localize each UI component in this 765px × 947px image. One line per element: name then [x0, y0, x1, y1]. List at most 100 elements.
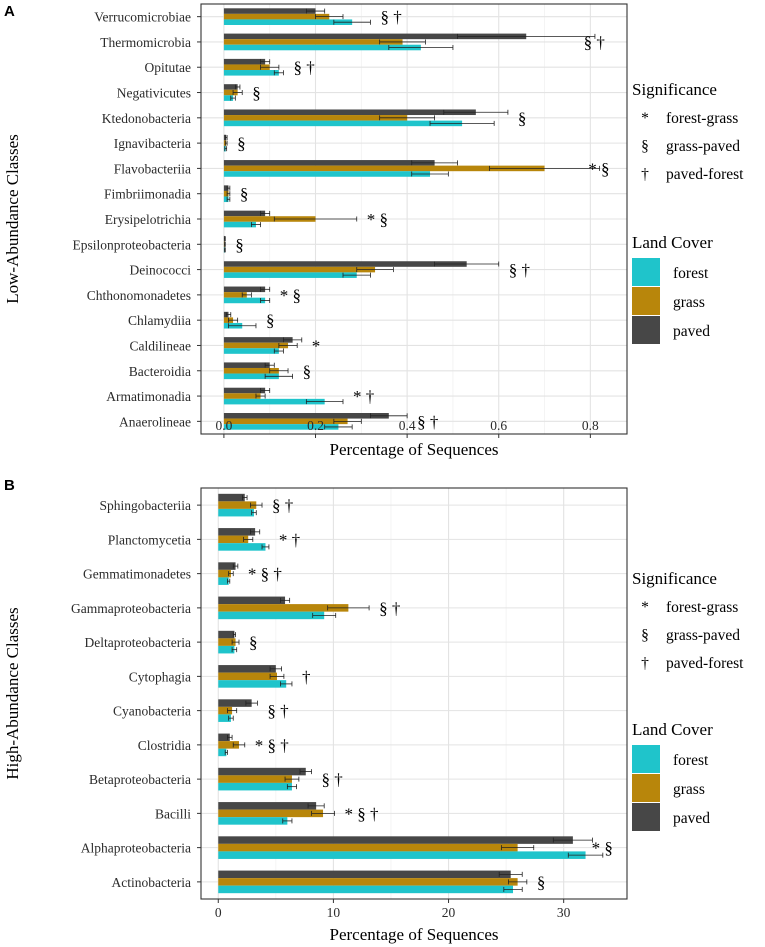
bar-grass-chthonomonadetes	[223, 292, 247, 298]
chart-panel-b: B Sphingobacteriia § † Planctomycetia * † Gem…	[3, 477, 628, 944]
significance-label: * §	[367, 210, 388, 229]
significance-label: §	[303, 362, 312, 381]
legend-swatch-paved	[632, 803, 660, 831]
errorbar-grass	[232, 742, 246, 748]
category-label: Cytophagia	[129, 669, 191, 684]
legend-swatch-grass	[632, 287, 660, 315]
errorbar-forest	[280, 681, 293, 687]
errorbar-paved	[552, 837, 593, 843]
bar-paved-sphingobacteriia	[218, 493, 245, 502]
errorbar-grass	[223, 241, 226, 247]
significance-label: §	[266, 311, 275, 330]
bar-paved-gammaproteobacteria	[218, 596, 286, 605]
category-label: Gammaproteobacteria	[71, 601, 191, 616]
errorbar-paved	[232, 563, 239, 569]
errorbar-forest	[273, 70, 284, 76]
errorbar-forest	[273, 348, 284, 354]
legend-swatch-forest	[632, 258, 660, 286]
significance-label: * § †	[255, 736, 289, 755]
bar-paved-alphaproteobacteria	[218, 836, 573, 844]
x-tick-label: 0.2	[307, 418, 324, 433]
bar-paved-deinococci	[223, 261, 467, 267]
errorbar-paved	[234, 84, 241, 90]
significance-label: §	[240, 185, 249, 204]
significance-label: paved-forest	[666, 166, 744, 183]
bar-grass-planctomycetia	[218, 535, 249, 544]
errorbar-grass	[284, 776, 300, 782]
significance-label: § †	[379, 599, 400, 618]
bar-grass-armatimonadia	[223, 393, 261, 399]
category-label: Gemmatimonadetes	[83, 567, 191, 582]
errorbar-forest	[567, 852, 604, 858]
bar-forest-bacilli	[218, 817, 288, 825]
legend-swatch-paved	[632, 316, 660, 344]
category-label: Clostridia	[138, 738, 191, 753]
errorbar-paved	[434, 261, 500, 267]
bar-paved-caldilineae	[223, 337, 293, 343]
bar-grass-actinobacteria	[218, 878, 518, 886]
bar-paved-deltaproteobacteria	[218, 630, 235, 639]
errorbar-paved	[370, 413, 408, 419]
errorbar-forest	[251, 510, 257, 516]
category-label: Actinobacteria	[112, 875, 191, 890]
significance-label: §	[518, 109, 527, 128]
bar-forest-erysipelotrichia	[223, 221, 256, 228]
errorbar-forest	[227, 578, 231, 584]
significance-symbol: *	[641, 110, 649, 127]
category-label: Sphingobacteriia	[100, 498, 191, 513]
significance-label: § †	[322, 770, 343, 789]
landcover-legend-title: Land Cover	[632, 233, 713, 252]
significance-label: §	[235, 235, 244, 254]
bar-paved-actinobacteria	[218, 870, 511, 879]
bar-paved-bacilli	[218, 802, 317, 810]
errorbar-paved	[223, 236, 226, 242]
bar-paved-cyanobacteria	[218, 699, 252, 707]
category-label: Deinococci	[130, 263, 192, 278]
significance-label: †	[302, 667, 311, 686]
bar-grass-bacilli	[218, 809, 324, 818]
bar-forest-gemmatimonadetes	[218, 577, 229, 585]
bar-paved-negativicutes	[223, 84, 238, 90]
errorbar-paved	[260, 59, 271, 65]
category-label: Chthonomonadetes	[87, 288, 191, 303]
bar-forest-armatimonadia	[223, 398, 325, 405]
significance-label: grass-paved	[666, 138, 740, 155]
bar-forest-chthonomonadetes	[223, 297, 266, 304]
errorbar-grass	[228, 571, 234, 577]
errorbar-forest	[228, 715, 234, 721]
bar-grass-negativicutes	[223, 89, 238, 96]
panel-border	[200, 3, 628, 435]
legend-label-grass: grass	[673, 294, 705, 311]
significance-label: * § †	[345, 804, 379, 823]
errorbar-paved	[260, 286, 271, 292]
category-label: Alphaproteobacteria	[81, 841, 191, 856]
bar-grass-verrucomicrobiae	[223, 13, 330, 20]
bar-paved-planctomycetia	[218, 528, 256, 536]
category-label: Ktedonobacteria	[102, 111, 191, 126]
errorbar-paved	[226, 185, 231, 191]
chart-panel-a: A Verrucomicrobiae § † Thermomicrobia § † Opi…	[3, 3, 628, 459]
bar-paved-verrucomicrobiae	[223, 8, 316, 14]
bar-paved-gemmatimonadetes	[218, 562, 236, 570]
significance-label: paved-forest	[666, 655, 744, 672]
significance-label: § †	[584, 33, 605, 52]
errorbar-grass	[273, 216, 358, 222]
bar-grass-deinococci	[223, 266, 376, 273]
bar-forest-deltaproteobacteria	[218, 645, 235, 654]
significance-label: * †	[279, 530, 300, 549]
category-label: Chlamydiia	[128, 313, 191, 328]
category-label: Planctomycetia	[108, 532, 191, 547]
bar-grass-sphingobacteriia	[218, 501, 257, 509]
errorbar-grass	[508, 879, 528, 885]
category-label: Fimbriimonadia	[104, 187, 191, 202]
errorbar-forest	[230, 95, 236, 101]
category-label: Caldilineae	[130, 338, 191, 353]
x-tick-label: 20	[442, 905, 456, 920]
bar-forest-cytophagia	[218, 680, 287, 688]
errorbar-grass	[501, 845, 535, 851]
bar-grass-flavobacteriia	[223, 165, 545, 172]
errorbar-forest	[388, 45, 454, 51]
errorbar-forest	[250, 222, 261, 228]
errorbar-paved	[457, 33, 596, 39]
significance-label: * §	[592, 839, 613, 858]
